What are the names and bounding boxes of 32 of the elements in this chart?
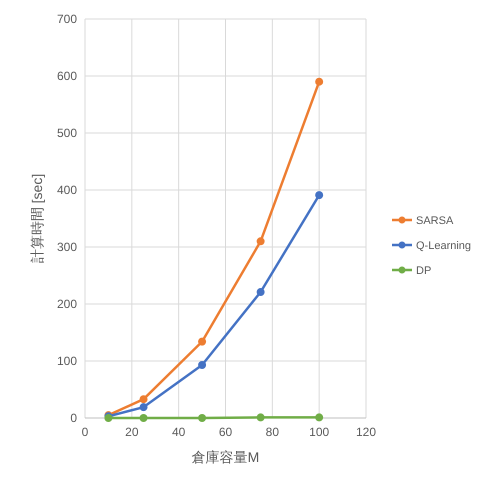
point (256, 288, 265, 296)
x-tick-label: 0 (82, 425, 89, 439)
x-tick-label: 80 (266, 425, 280, 439)
y-tick-label: 600 (56, 69, 78, 83)
x-tick-label: 60 (218, 425, 232, 439)
x-tick-label: 20 (125, 425, 139, 439)
point (256, 413, 265, 422)
x-tick-label: 100 (309, 425, 330, 439)
point (198, 338, 206, 346)
point (140, 403, 148, 412)
y-tick-label: 500 (56, 126, 78, 140)
y-tick-label: 100 (56, 354, 78, 368)
legend-label: Q-Learning (416, 240, 472, 252)
point (256, 237, 265, 246)
y-tick-label: 700 (56, 12, 78, 26)
legend-label: DP (416, 265, 432, 277)
y-tick-label: 400 (56, 183, 78, 197)
x-tick-label: 40 (172, 425, 186, 439)
point (198, 360, 206, 369)
y-tick-label: 0 (70, 411, 78, 425)
y-tick-label: 300 (56, 240, 78, 254)
point (198, 414, 206, 422)
point (315, 191, 324, 200)
point (140, 395, 148, 404)
point (315, 413, 324, 422)
x-axis-title: 倉庫容量M (192, 449, 260, 465)
y-tick-label: 200 (56, 297, 78, 311)
y-axis-title: 計算時間 [sec] (29, 174, 45, 264)
legend-label: SARSA (416, 215, 454, 227)
point (140, 414, 148, 422)
x-tick-label: 120 (356, 425, 376, 439)
point (315, 78, 324, 86)
